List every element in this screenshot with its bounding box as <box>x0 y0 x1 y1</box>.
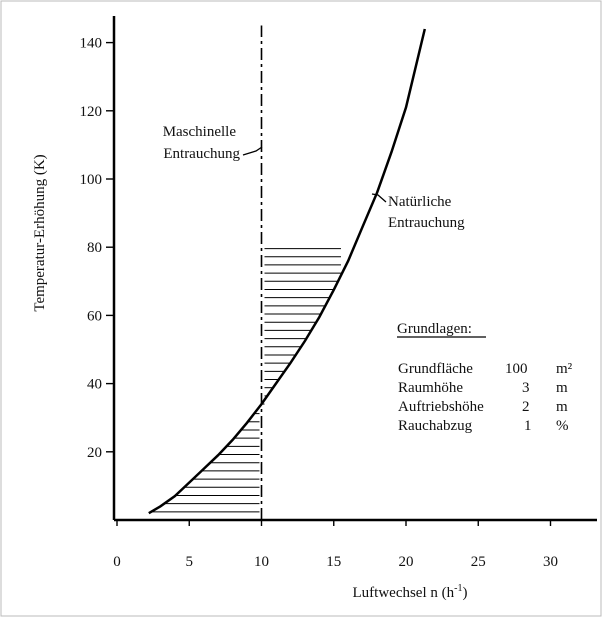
x-axis-title-sup: -1 <box>454 583 462 594</box>
x-tick-group: 0 5 10 15 20 25 30 <box>113 520 558 570</box>
x-axis-title-main: Luftwechsel n (h <box>353 585 455 601</box>
y-tick-label: 20 <box>87 445 102 461</box>
x-tick-label: 25 <box>471 554 486 570</box>
grundlagen-unit-2: m <box>556 380 568 396</box>
annotation-natuerliche-line2: Entrauchung <box>388 215 465 231</box>
grundlagen-label-2: Raumhöhe <box>398 380 463 396</box>
y-tick-label: 60 <box>87 308 102 324</box>
grundlagen-value-1: 100 <box>505 361 528 377</box>
x-tick-label: 5 <box>186 554 194 570</box>
x-tick-label: 0 <box>113 554 121 570</box>
annotation-maschinelle-line1: Maschinelle <box>163 124 237 140</box>
grundlagen-value-3: 2 <box>522 399 530 415</box>
y-axis-title: Temperatur-Erhöhung (K) <box>32 154 48 311</box>
hatched-regions <box>151 248 341 513</box>
y-tick-group: 20 40 60 80 100 120 140 <box>80 36 114 461</box>
grundlagen-unit-3: m <box>556 399 568 415</box>
grundlagen-label-3: Auftriebshöhe <box>398 399 484 415</box>
grundlagen-value-4: 1 <box>524 418 532 434</box>
x-tick-label: 15 <box>326 554 341 570</box>
y-tick-label: 140 <box>80 36 103 52</box>
grundlagen-label-4: Rauchabzug <box>398 418 473 434</box>
x-tick-label: 30 <box>543 554 558 570</box>
x-axis-title-close: ) <box>462 585 467 601</box>
x-tick-label: 10 <box>254 554 269 570</box>
y-tick-label: 120 <box>80 104 103 120</box>
annotation-natuerliche-leader <box>371 193 387 203</box>
x-tick-label: 20 <box>399 554 414 570</box>
annotation-maschinelle-leader <box>242 146 263 156</box>
annotation-maschinelle-line2: Entrauchung <box>163 146 240 162</box>
annotation-natuerliche-line1: Natürliche <box>388 194 452 210</box>
x-axis-title: Luftwechsel n (h-1) <box>353 583 468 601</box>
grundlagen-title: Grundlagen: <box>397 321 472 337</box>
grundlagen-value-2: 3 <box>522 380 530 396</box>
y-tick-label: 100 <box>80 172 103 188</box>
grundlagen-unit-4: % <box>556 418 569 434</box>
grundlagen-label-1: Grundfläche <box>398 361 473 377</box>
grundlagen-unit-1: m² <box>556 361 573 377</box>
series-natuerliche-entrauchung <box>148 28 427 515</box>
y-tick-label: 40 <box>87 377 102 393</box>
y-tick-label: 80 <box>87 240 102 256</box>
